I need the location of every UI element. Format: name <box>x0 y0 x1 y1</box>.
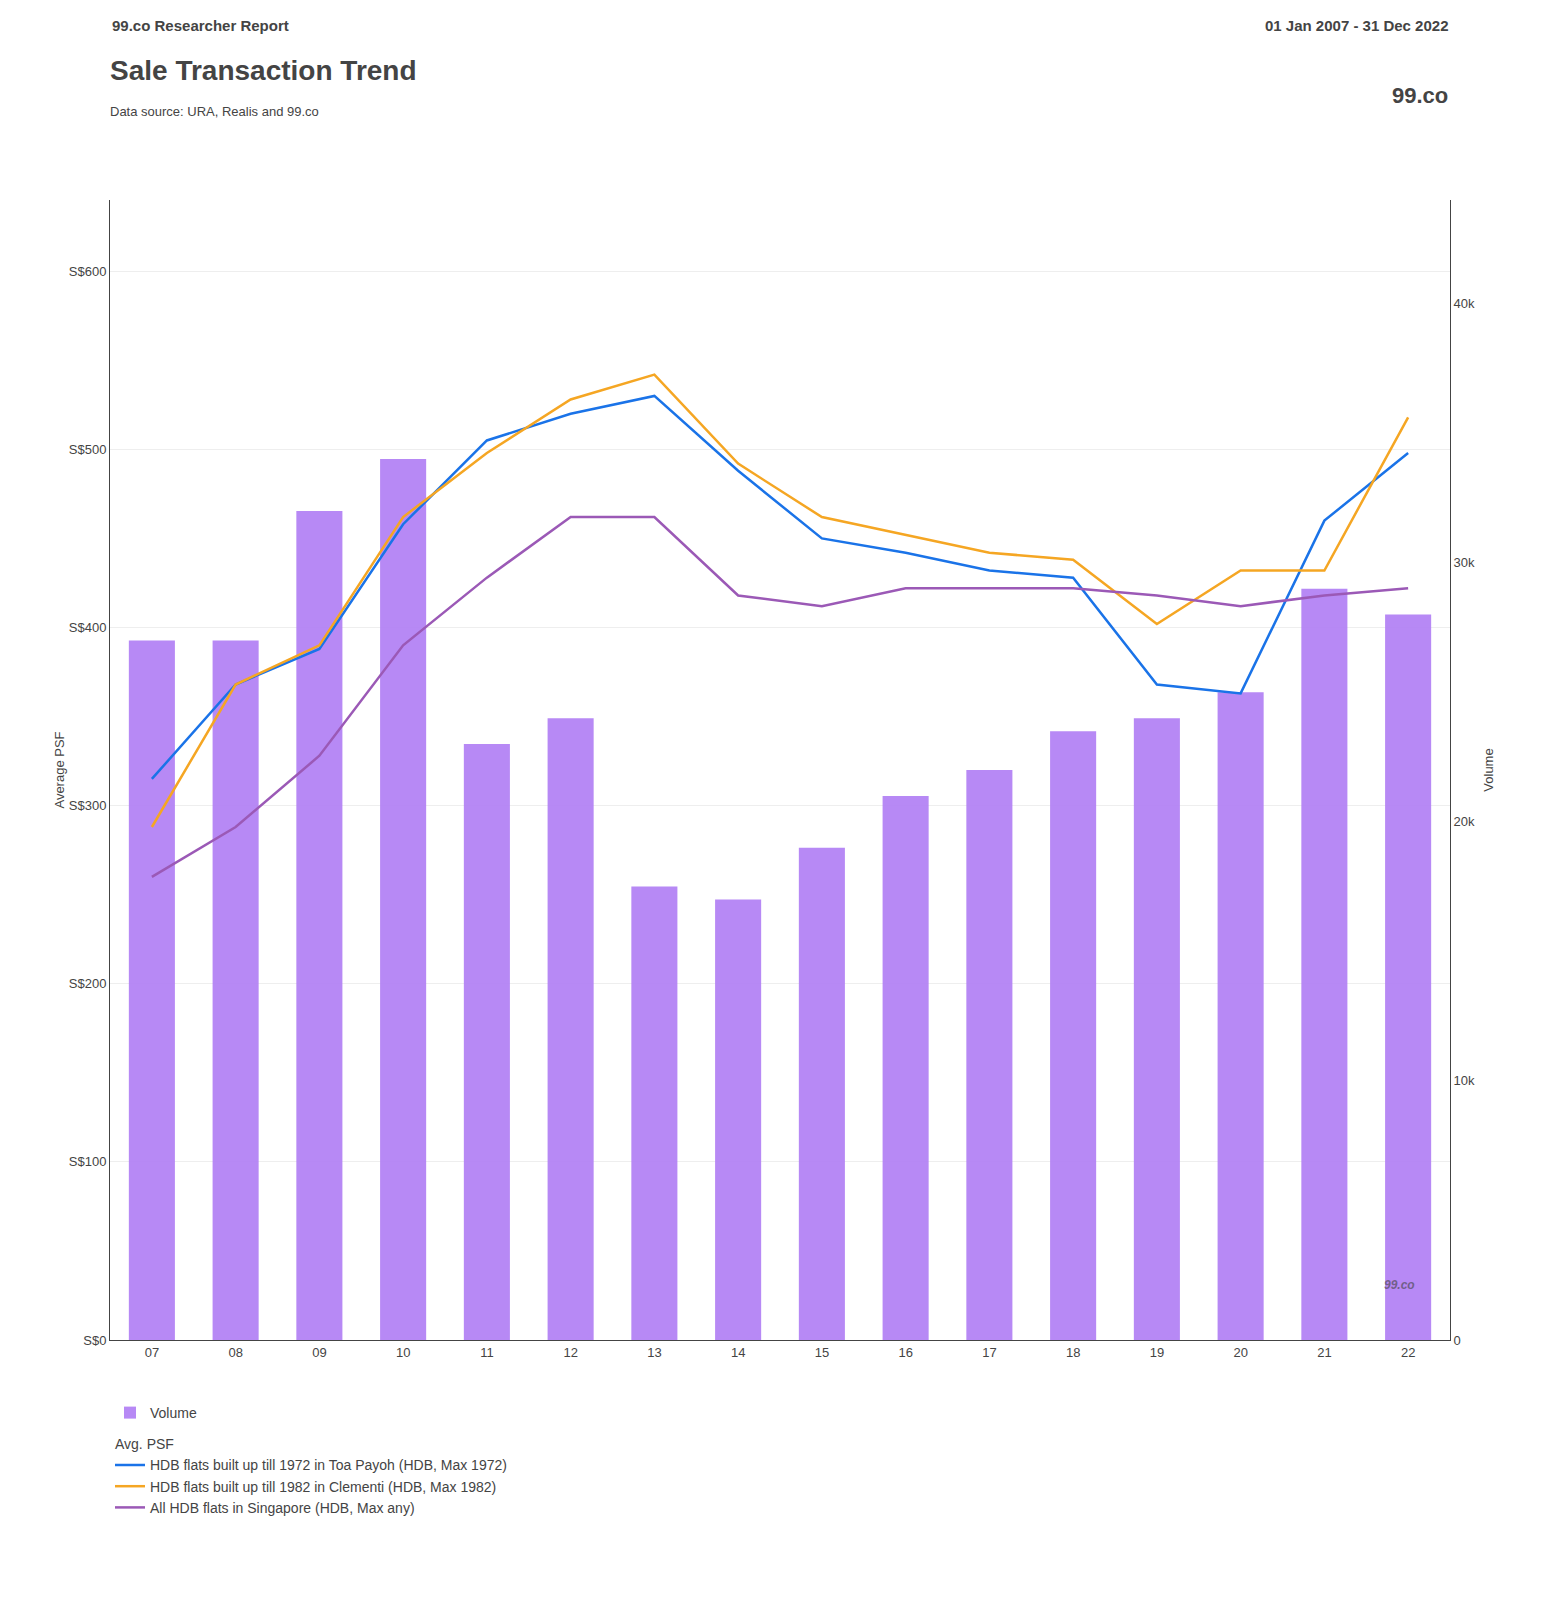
svg-text:S$300: S$300 <box>69 798 107 813</box>
svg-text:14: 14 <box>731 1345 745 1360</box>
svg-text:HDB flats built up till 1982 i: HDB flats built up till 1982 in Clementi… <box>150 1479 496 1495</box>
svg-text:Avg. PSF: Avg. PSF <box>115 1436 174 1452</box>
svg-text:S$100: S$100 <box>69 1154 107 1169</box>
svg-text:22: 22 <box>1401 1345 1415 1360</box>
svg-text:30k: 30k <box>1454 555 1475 570</box>
svg-text:20k: 20k <box>1454 814 1475 829</box>
svg-text:09: 09 <box>312 1345 326 1360</box>
svg-text:Sale Transaction Trend: Sale Transaction Trend <box>110 55 417 86</box>
svg-text:16: 16 <box>898 1345 912 1360</box>
svg-text:All HDB flats in Singapore (HD: All HDB flats in Singapore (HDB, Max any… <box>150 1500 415 1516</box>
svg-text:11: 11 <box>480 1345 494 1360</box>
svg-text:15: 15 <box>815 1345 829 1360</box>
svg-text:99.co: 99.co <box>1384 1278 1415 1292</box>
svg-text:10k: 10k <box>1454 1073 1475 1088</box>
svg-text:Volume: Volume <box>1481 748 1496 791</box>
svg-text:10: 10 <box>396 1345 410 1360</box>
svg-text:S$600: S$600 <box>69 264 107 279</box>
svg-text:12: 12 <box>563 1345 577 1360</box>
svg-text:13: 13 <box>647 1345 661 1360</box>
svg-text:01 Jan 2007 - 31 Dec 2022: 01 Jan 2007 - 31 Dec 2022 <box>1265 17 1448 34</box>
svg-text:S$200: S$200 <box>69 976 107 991</box>
svg-text:Average PSF: Average PSF <box>52 731 67 808</box>
svg-text:S$500: S$500 <box>69 442 107 457</box>
svg-text:S$400: S$400 <box>69 620 107 635</box>
svg-text:18: 18 <box>1066 1345 1080 1360</box>
svg-text:21: 21 <box>1317 1345 1331 1360</box>
svg-text:40k: 40k <box>1454 296 1475 311</box>
svg-text:99.co: 99.co <box>1392 83 1448 108</box>
svg-text:08: 08 <box>228 1345 242 1360</box>
svg-text:07: 07 <box>145 1345 159 1360</box>
svg-text:19: 19 <box>1150 1345 1164 1360</box>
svg-text:99.co Researcher Report: 99.co Researcher Report <box>112 17 289 34</box>
svg-text:Data source: URA, Realis and 9: Data source: URA, Realis and 99.co <box>110 104 319 119</box>
svg-text:17: 17 <box>982 1345 996 1360</box>
svg-text:HDB flats built up till 1972 i: HDB flats built up till 1972 in Toa Payo… <box>150 1457 507 1473</box>
svg-text:20: 20 <box>1233 1345 1247 1360</box>
svg-text:S$0: S$0 <box>83 1333 106 1348</box>
svg-text:Volume: Volume <box>150 1405 197 1421</box>
svg-text:0: 0 <box>1454 1333 1461 1348</box>
